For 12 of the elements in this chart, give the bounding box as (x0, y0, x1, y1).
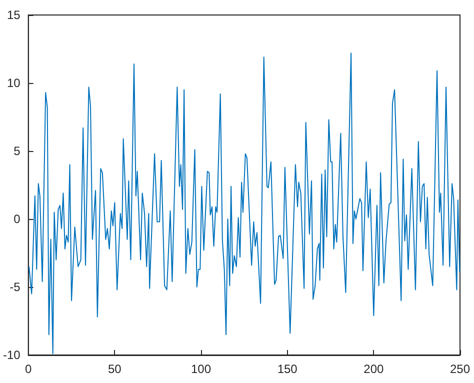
y-tick-label: 15 (6, 8, 21, 22)
x-tick-label: 100 (190, 362, 212, 376)
y-tick-label: -5 (10, 280, 21, 294)
y-tick-label: 5 (14, 144, 21, 158)
y-tick-label: 10 (6, 76, 21, 90)
x-tick-label: 200 (364, 362, 384, 376)
y-tick-label: 0 (14, 212, 21, 226)
x-tick-label: 50 (108, 362, 122, 376)
x-tick-label: 150 (277, 362, 298, 376)
x-tick-label: 0 (25, 362, 32, 376)
y-tick-label: -10 (3, 348, 21, 362)
x-tick-label: 250 (450, 362, 470, 376)
